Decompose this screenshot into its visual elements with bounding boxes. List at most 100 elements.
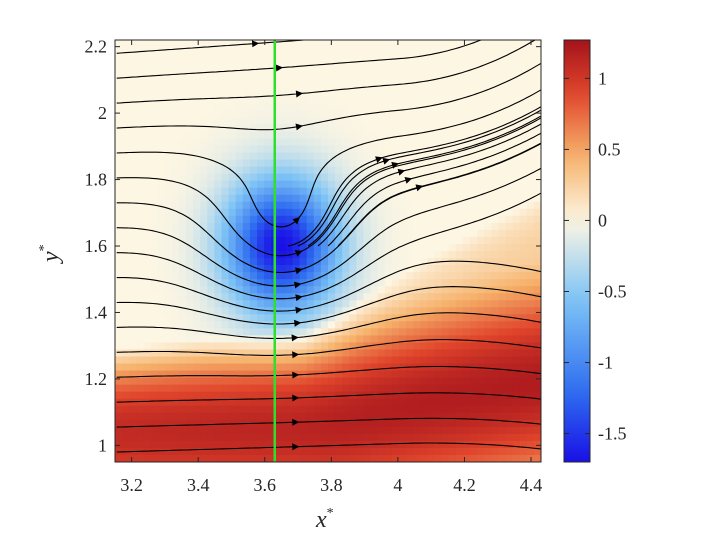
heatmap-cell [434, 419, 443, 428]
heatmap-cell [235, 68, 244, 76]
heatmap-cell [512, 363, 521, 372]
heatmap-cell [484, 117, 492, 125]
heatmap-cell [455, 40, 464, 48]
heatmap-cell [136, 75, 144, 83]
heatmap-cell [171, 433, 180, 442]
heatmap-cell [377, 447, 386, 456]
heatmap-cell [470, 222, 478, 231]
heatmap-cell [320, 208, 329, 217]
heatmap-cell [427, 265, 436, 273]
heatmap-cell [242, 412, 251, 421]
heatmap-cell [391, 131, 400, 140]
heatmap-cell [391, 75, 400, 83]
heatmap-cell [292, 363, 301, 372]
heatmap-cell [285, 89, 294, 97]
heatmap-cell [292, 405, 301, 414]
heatmap-cell [491, 75, 499, 83]
heatmap-cell [477, 314, 485, 322]
heatmap-cell [150, 454, 159, 462]
heatmap-cell [313, 229, 322, 238]
heatmap-cell [526, 173, 535, 182]
heatmap-cell [470, 75, 478, 83]
heatmap-cell [363, 75, 372, 83]
heatmap-cell [370, 454, 379, 462]
heatmap-cell [370, 117, 379, 125]
heatmap-cell [278, 96, 286, 104]
heatmap-cell [200, 384, 208, 393]
heatmap-cell [363, 293, 372, 301]
heatmap-cell [470, 377, 478, 386]
heatmap-cell [512, 131, 521, 140]
heatmap-cell [136, 229, 144, 238]
heatmap-cell [406, 447, 414, 456]
heatmap-cell [171, 229, 180, 238]
heatmap-cell [150, 363, 159, 372]
heatmap-cell [455, 152, 464, 161]
heatmap-cell [370, 426, 379, 435]
heatmap-cell [505, 54, 514, 62]
heatmap-cell [455, 405, 464, 414]
heatmap-cell [427, 82, 436, 90]
heatmap-cell [193, 243, 201, 252]
heatmap-cell [136, 159, 144, 168]
heatmap-cell [441, 243, 450, 252]
heatmap-cell [207, 117, 215, 125]
heatmap-cell [122, 321, 130, 329]
heatmap-cell [178, 328, 187, 336]
heatmap-cell [441, 152, 450, 161]
heatmap-cell [448, 377, 457, 386]
heatmap-cell [441, 300, 450, 308]
heatmap-cell [214, 363, 223, 372]
heatmap-cell [363, 54, 372, 62]
heatmap-cell [242, 328, 251, 336]
heatmap-cell [186, 166, 194, 175]
heatmap-cell [278, 405, 286, 414]
heatmap-cell [171, 272, 180, 280]
heatmap-cell [200, 180, 208, 189]
heatmap-cell [278, 286, 286, 294]
heatmap-cell [200, 124, 208, 133]
heatmap-cell [129, 314, 137, 322]
heatmap-cell [122, 293, 130, 301]
heatmap-cell [285, 440, 294, 449]
heatmap-cell [228, 82, 237, 90]
heatmap-cell [285, 201, 294, 210]
heatmap-cell [292, 180, 301, 189]
heatmap-cell [384, 363, 393, 372]
heatmap-cell [178, 96, 187, 104]
heatmap-cell [512, 279, 521, 287]
heatmap-cell [342, 229, 350, 238]
heatmap-cell [384, 47, 393, 55]
heatmap-cell [484, 54, 492, 62]
heatmap-cell [399, 286, 407, 294]
heatmap-cell [384, 82, 393, 90]
heatmap-cell [292, 145, 301, 154]
heatmap-cell [242, 426, 251, 435]
heatmap-cell [122, 251, 130, 259]
heatmap-cell [292, 222, 301, 231]
heatmap-cell [462, 300, 471, 308]
heatmap-cell [264, 391, 272, 400]
heatmap-cell [228, 187, 237, 196]
heatmap-cell [235, 180, 244, 189]
heatmap-cell [207, 124, 215, 133]
heatmap-cell [122, 405, 130, 414]
heatmap-cell [328, 40, 336, 48]
heatmap-cell [455, 433, 464, 442]
heatmap-cell [115, 419, 123, 428]
heatmap-cell [335, 300, 343, 308]
heatmap-cell [186, 61, 194, 69]
heatmap-cell [214, 61, 223, 69]
heatmap-cell [129, 335, 137, 344]
heatmap-cell [477, 286, 485, 294]
heatmap-cell [157, 243, 166, 252]
heatmap-cell [178, 152, 187, 161]
heatmap-cell [193, 201, 201, 210]
heatmap-cell [384, 426, 393, 435]
heatmap-cell [320, 187, 329, 196]
heatmap-cell [505, 321, 514, 329]
heatmap-cell [377, 335, 386, 344]
heatmap-cell [150, 272, 159, 280]
heatmap-cell [257, 405, 265, 414]
heatmap-cell [448, 124, 457, 133]
